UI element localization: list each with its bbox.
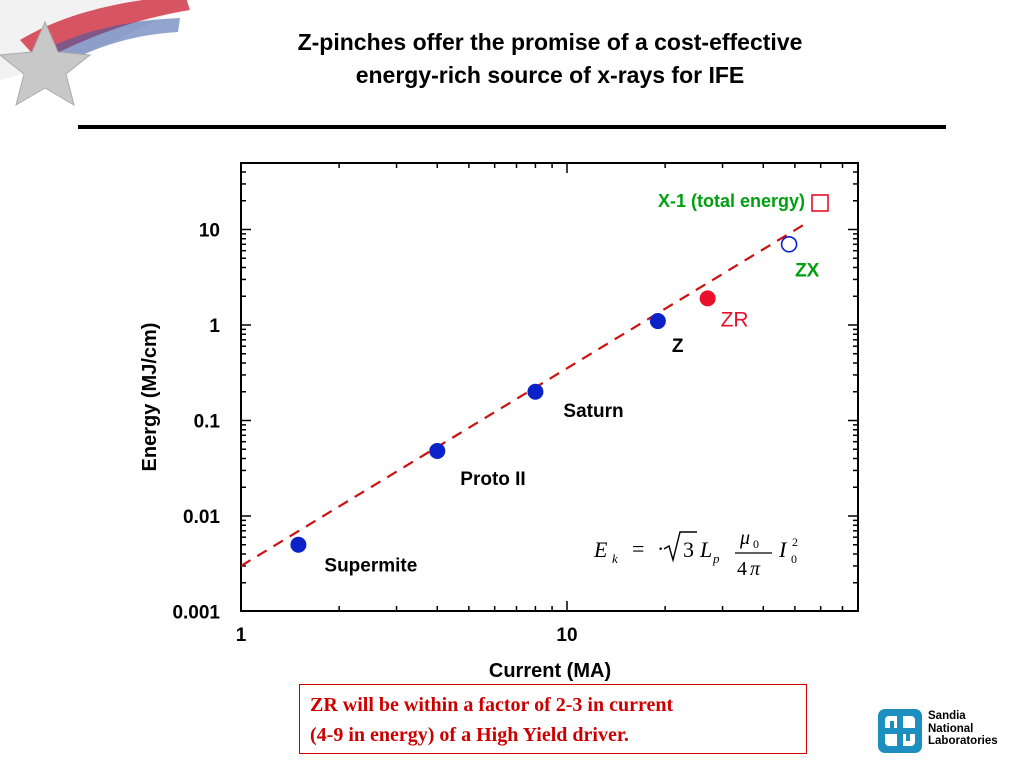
label-saturn: Saturn	[563, 401, 623, 422]
x-tick-labels: 1 10	[236, 625, 578, 646]
svg-text:π: π	[750, 558, 761, 580]
svg-text:L: L	[699, 537, 712, 562]
y-tick-label: 0.1	[194, 412, 221, 433]
x1-label: X-1 (total energy)	[658, 191, 805, 211]
svg-text:k: k	[612, 551, 618, 566]
svg-text:2: 2	[792, 535, 798, 549]
label-z: Z	[672, 336, 684, 357]
plot-frame	[240, 162, 859, 612]
svg-text:E: E	[593, 537, 608, 562]
point-labels: Supermite Proto II Saturn Z ZR ZX	[324, 260, 819, 576]
point-zr	[699, 290, 716, 307]
sandia-logo: Sandia National Laboratories	[878, 706, 998, 756]
y-tick-label: 0.001	[172, 603, 220, 624]
slide-title: Z-pinches offer the promise of a cost-ef…	[230, 26, 870, 92]
svg-text:p: p	[712, 551, 720, 566]
point-supermite	[290, 536, 307, 553]
x-tick-label: 1	[236, 625, 247, 646]
svg-text:=: =	[632, 536, 644, 561]
svg-text:·: ·	[657, 536, 664, 561]
svg-text:0: 0	[753, 537, 759, 551]
note-box: ZR will be within a factor of 2-3 in cur…	[299, 684, 807, 754]
point-proto-ii	[429, 442, 446, 459]
energy-formula: E k = · 3 L p μ 0 4 π I 2 0	[593, 527, 798, 580]
point-zx	[780, 235, 798, 253]
point-z	[649, 313, 666, 330]
label-supermite: Supermite	[324, 556, 417, 577]
y-tick-label: 1	[209, 316, 220, 337]
point-saturn	[527, 383, 544, 400]
title-divider	[78, 125, 946, 129]
fit-line	[240, 220, 809, 567]
axis-ticks	[240, 163, 858, 611]
label-proto-ii: Proto II	[460, 469, 525, 490]
label-zr: ZR	[721, 308, 749, 331]
y-tick-label: 10	[199, 221, 220, 242]
note-line-2: (4-9 in energy) of a High Yield driver.	[310, 724, 629, 746]
x-axis-label: Current (MA)	[489, 660, 611, 682]
flag-star-logo	[0, 0, 190, 107]
x-tick-label: 10	[556, 625, 577, 646]
svg-text:I: I	[778, 537, 788, 562]
svg-text:3: 3	[683, 537, 694, 562]
y-tick-label: 0.01	[183, 507, 220, 528]
y-axis-label: Energy (MJ/cm)	[139, 323, 161, 472]
data-points	[290, 235, 798, 553]
sandia-thunderbird-icon	[878, 709, 922, 753]
x1-square-marker	[811, 194, 829, 212]
y-tick-labels: 0.001 0.01 0.1 1 10	[172, 221, 220, 624]
x1-annotation: X-1 (total energy)	[658, 191, 829, 212]
svg-text:μ: μ	[739, 527, 750, 549]
note-line-1: ZR will be within a factor of 2-3 in cur…	[310, 694, 674, 716]
svg-text:4: 4	[737, 558, 747, 580]
label-zx: ZX	[795, 260, 820, 281]
sandia-logo-text: Sandia National Laboratories	[928, 710, 998, 747]
title-line-2: energy-rich source of x-rays for IFE	[355, 62, 745, 88]
svg-text:0: 0	[791, 552, 797, 566]
title-line-1: Z-pinches offer the promise of a cost-ef…	[297, 29, 803, 55]
